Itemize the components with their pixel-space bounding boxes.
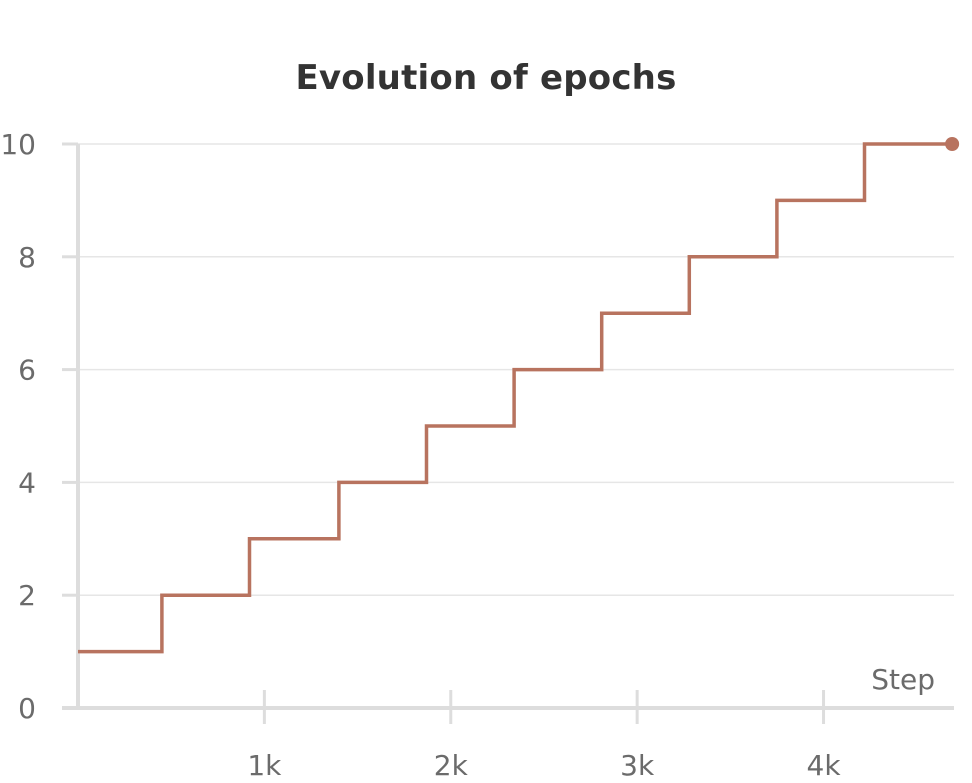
last-point-marker <box>945 137 960 151</box>
x-tick-label: 3k <box>620 749 655 782</box>
y-tick-label: 8 <box>18 241 36 274</box>
epoch-series-line <box>78 142 953 654</box>
y-tick-label: 2 <box>18 579 36 612</box>
chart-title: Evolution of epochs <box>295 58 677 98</box>
x-tick-label: 4k <box>807 749 842 782</box>
x-tick-label: 1k <box>247 749 282 782</box>
x-tick-label: 2k <box>434 749 469 782</box>
y-tick-label: 4 <box>18 466 36 499</box>
y-tick-label: 6 <box>18 354 36 387</box>
y-tick-label: 0 <box>18 692 36 725</box>
x-axis-label: Step <box>871 663 935 696</box>
axes <box>62 142 954 724</box>
y-tick-label: 10 <box>0 128 36 161</box>
series-layer <box>78 137 960 654</box>
y-tick-labels: 0 2 4 6 8 10 <box>0 128 36 725</box>
x-tick-labels: 1k 2k 3k 4k <box>247 749 841 782</box>
